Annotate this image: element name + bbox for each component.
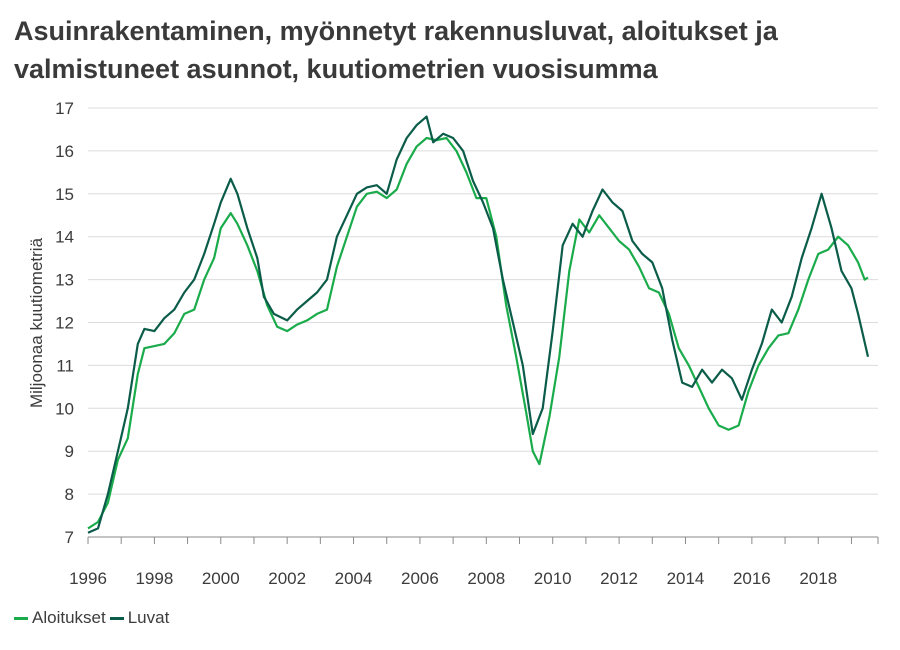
x-tick-label-2004: 2004 [335, 569, 373, 588]
legend-label-luvat: Luvat [127, 608, 170, 627]
x-tick-label-2016: 2016 [733, 569, 771, 588]
y-tick-label-12: 12 [55, 314, 74, 333]
series-line-luvat [87, 115, 870, 534]
x-tick-label-2006: 2006 [401, 569, 439, 588]
y-tick-label-14: 14 [55, 228, 74, 247]
y-tick-label-15: 15 [55, 185, 74, 204]
legend-item-aloitukset: Aloitukset [14, 608, 106, 628]
x-tick-label-2010: 2010 [534, 569, 572, 588]
y-tick-label-8: 8 [65, 485, 74, 504]
gridlines [88, 107, 878, 495]
x-tick-label-2002: 2002 [268, 569, 306, 588]
chart-title-line-1: Asuinrakentaminen, myönnetyt rakennusluv… [14, 16, 778, 46]
x-tick-label-2014: 2014 [667, 569, 705, 588]
legend: Aloitukset Luvat [14, 608, 173, 628]
y-tick-label-16: 16 [55, 142, 74, 161]
x-tick-label-2008: 2008 [467, 569, 505, 588]
y-tick-label-13: 13 [55, 271, 74, 290]
x-tick-labels: 1996 1998 2000 2002 2004 2006 2008 2010 2012 2014… [69, 569, 837, 588]
y-tick-label-11: 11 [56, 356, 74, 375]
y-tick-label-7: 7 [65, 528, 74, 547]
y-tick-label-10: 10 [55, 399, 74, 418]
series-lines [87, 115, 870, 534]
y-tick-labels: 7 8 9 10 11 12 13 14 15 16 17 [55, 99, 74, 547]
legend-swatch-aloitukset [14, 616, 28, 620]
series-line-aloitukset [87, 136, 869, 530]
legend-label-aloitukset: Aloitukset [32, 608, 106, 627]
x-tick-label-2012: 2012 [600, 569, 638, 588]
x-tick-label-2000: 2000 [202, 569, 240, 588]
chart-title: Asuinrakentaminen, myönnetyt rakennusluv… [14, 12, 886, 88]
y-tick-label-9: 9 [65, 442, 74, 461]
x-tick-label-1998: 1998 [135, 569, 173, 588]
y-axis-label: Miljoonaa kuutiometriä [27, 237, 46, 408]
y-tick-label-17: 17 [55, 99, 74, 118]
legend-item-luvat: Luvat [109, 608, 170, 628]
legend-swatch-luvat [109, 616, 124, 620]
x-tick-label-2018: 2018 [799, 569, 837, 588]
chart-title-line-2: valmistuneet asunnot, kuutiometrien vuos… [14, 54, 658, 84]
x-tick-label-1996: 1996 [69, 569, 107, 588]
axes [87, 536, 879, 544]
